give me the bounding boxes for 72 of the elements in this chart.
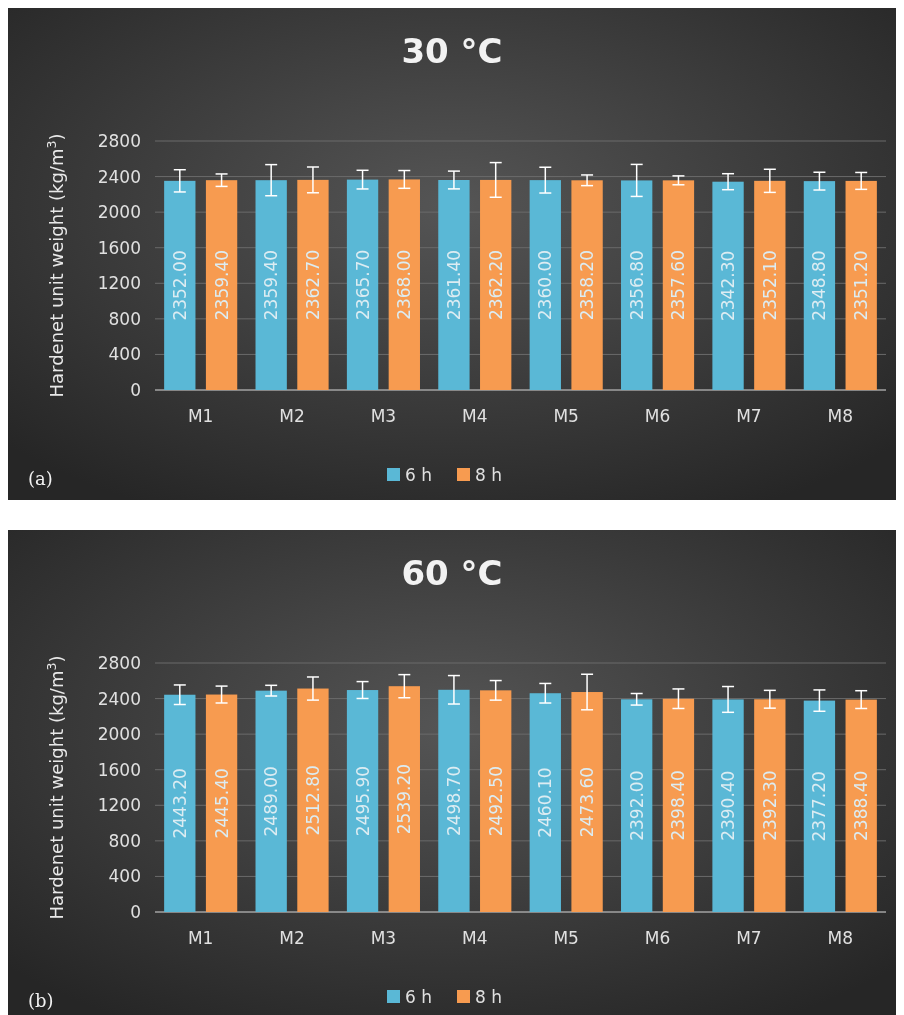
y-tick-label: 2400	[97, 166, 141, 187]
data-label: 2356.80	[626, 250, 647, 321]
x-tick-label: M6	[644, 928, 671, 948]
y-tick-label: 2400	[97, 688, 141, 709]
data-label: 2539.20	[394, 763, 415, 835]
y-tick-label: 2000	[97, 202, 141, 223]
y-tick-label: 400	[108, 866, 141, 887]
y-tick-label: 1600	[97, 759, 141, 780]
data-label: 2351.20	[851, 250, 872, 321]
data-label: 2460.10	[535, 767, 556, 838]
x-tick-label: M2	[279, 406, 305, 426]
y-tick-label: 800	[108, 830, 141, 851]
x-tick-label: M4	[462, 406, 488, 426]
y-tick-label: 400	[108, 344, 141, 365]
data-label: 2445.40	[211, 768, 232, 839]
data-label: 2342.30	[718, 250, 738, 322]
y-tick-label: 2800	[97, 652, 141, 673]
data-label: 2362.20	[485, 249, 506, 321]
data-label: 2512.80	[302, 765, 323, 836]
y-tick-label: 0	[130, 379, 141, 400]
chart-title: 60 °C	[401, 553, 503, 593]
data-label: 2392.30	[759, 770, 780, 841]
data-label: 2352.10	[759, 250, 780, 321]
x-tick-label: M2	[279, 928, 305, 948]
data-label: 2443.20	[169, 768, 190, 839]
x-tick-label: M1	[187, 928, 214, 948]
x-tick-label: M4	[462, 928, 488, 948]
x-tick-label: M5	[553, 406, 579, 426]
x-tick-label: M5	[553, 928, 579, 948]
y-tick-label: 1200	[97, 795, 141, 816]
data-label: 2489.00	[261, 766, 282, 837]
data-label: 2473.60	[577, 766, 598, 838]
data-label: 2361.40	[443, 249, 464, 321]
y-tick-label: 2800	[97, 130, 141, 151]
text: (a)	[28, 468, 53, 489]
data-label: 2357.60	[668, 250, 689, 321]
data-label: 2362.70	[302, 249, 323, 321]
data-label: 2377.20	[809, 771, 830, 842]
data-label: 2365.70	[352, 249, 373, 320]
x-tick-label: M3	[370, 406, 397, 426]
x-tick-label: M8	[827, 406, 854, 426]
y-tick-label: 0	[130, 901, 141, 922]
x-tick-label: M3	[370, 928, 397, 948]
data-label: 2498.70	[443, 765, 464, 837]
legend-label: 6 h	[405, 464, 432, 485]
data-label: 2358.20	[577, 249, 598, 321]
data-label: 2359.40	[261, 249, 282, 321]
x-tick-label: M6	[644, 406, 671, 426]
data-label: 2392.00	[626, 770, 647, 841]
legend-label: 6 h	[405, 986, 432, 1007]
x-tick-label: M1	[187, 406, 214, 426]
data-label: 2390.40	[718, 770, 738, 841]
data-label: 2492.50	[485, 766, 506, 837]
data-label: 2388.40	[851, 770, 872, 841]
legend-label: 8 h	[475, 464, 502, 485]
y-tick-label: 1200	[97, 273, 141, 294]
data-label: 2352.00	[169, 250, 190, 321]
x-tick-label: M7	[736, 406, 762, 426]
data-label: 2360.00	[535, 249, 556, 321]
data-label: 2398.40	[668, 770, 689, 841]
text: (b)	[28, 990, 54, 1011]
data-label: 2495.90	[352, 765, 373, 837]
legend-label: 8 h	[475, 986, 502, 1007]
data-label: 2348.80	[809, 250, 830, 321]
y-tick-label: 2000	[97, 724, 141, 745]
y-tick-label: 800	[108, 308, 141, 329]
x-tick-label: M8	[827, 928, 854, 948]
data-label: 2359.40	[211, 249, 232, 321]
chart-title: 30 °C	[401, 31, 503, 71]
data-label: 2368.00	[394, 249, 415, 320]
x-tick-label: M7	[736, 928, 762, 948]
y-tick-label: 1600	[97, 237, 141, 258]
